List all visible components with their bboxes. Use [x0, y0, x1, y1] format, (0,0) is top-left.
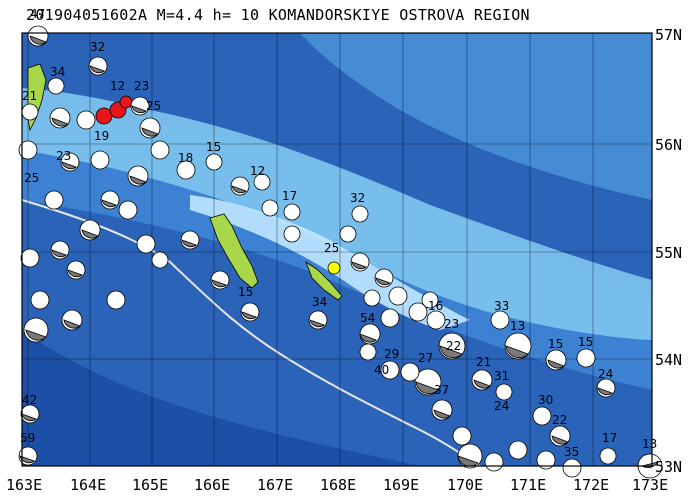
event-label: 40	[374, 363, 389, 377]
map-frame	[21, 32, 653, 467]
event-label: 21	[476, 355, 491, 369]
event-label: 15	[238, 285, 253, 299]
event-label: 35	[564, 445, 579, 459]
event-labels: 47 34 32 23 12 25 21 19 23 18 15 12 17 3…	[20, 7, 657, 459]
highlight-events	[95, 95, 133, 125]
lat-label: 54N	[655, 351, 683, 369]
event-label: 25	[24, 171, 39, 185]
lon-label: 168E	[320, 476, 357, 494]
event-label: 25	[146, 99, 161, 113]
event-label: 15	[206, 140, 221, 154]
event-label: 17	[282, 189, 297, 203]
event-label: 13	[510, 319, 525, 333]
lon-label: 169E	[383, 476, 420, 494]
event-label: 33	[494, 299, 509, 313]
lat-label: 53N	[655, 458, 683, 476]
event-label: 21	[22, 89, 37, 103]
event-label: 37	[434, 383, 449, 397]
lon-label: 171E	[510, 476, 547, 494]
lon-label: 172E	[573, 476, 610, 494]
medny-island	[305, 260, 343, 301]
abyssal-plain	[22, 330, 420, 466]
lon-label: 165E	[132, 476, 169, 494]
event-symbols	[18, 25, 663, 479]
event-label: 59	[20, 431, 35, 445]
event-label: 23	[444, 317, 459, 331]
event-label: 47	[30, 7, 45, 21]
lon-label: 167E	[257, 476, 294, 494]
event-label: 32	[350, 191, 365, 205]
event-label: 42	[22, 393, 37, 407]
event-label: 22	[446, 339, 461, 353]
lat-label: 57N	[655, 26, 683, 44]
lon-label: 164E	[70, 476, 107, 494]
lon-label: 163E	[6, 476, 43, 494]
event-label: 15	[548, 337, 563, 351]
lon-label: 170E	[447, 476, 484, 494]
event-label: 19	[94, 129, 109, 143]
lon-label: 173E	[632, 476, 669, 494]
event-label: 30	[538, 393, 553, 407]
event-label: 18	[178, 151, 193, 165]
event-label: 34	[50, 65, 65, 79]
event-label: 12	[250, 164, 265, 178]
lat-label: 56N	[655, 136, 683, 154]
event-label: 16	[428, 299, 443, 313]
event-label: 12	[110, 79, 125, 93]
event-label: 22	[552, 413, 567, 427]
event-label: 25	[324, 241, 339, 255]
event-label: 23	[56, 149, 71, 163]
trench-line	[21, 199, 481, 467]
shelf-shallow	[22, 88, 652, 340]
lon-label: 166E	[194, 476, 231, 494]
event-label: 17	[602, 431, 617, 445]
event-label: 24	[494, 399, 509, 413]
event-label: 29	[384, 347, 399, 361]
event-label: 13	[642, 437, 657, 451]
event-label: 24	[598, 367, 613, 381]
event-label: 54	[360, 311, 375, 325]
north-shelf	[300, 33, 652, 200]
lat-label: 55N	[655, 244, 683, 262]
bering-island	[209, 213, 259, 289]
map-title: 201904051602A M=4.4 h= 10 KOMANDORSKIYE …	[26, 6, 530, 24]
event-label: 32	[90, 40, 105, 54]
event-label: 31	[494, 369, 509, 383]
event-label: 15	[578, 335, 593, 349]
event-label: 34	[312, 295, 327, 309]
epicenter-marker	[327, 261, 341, 275]
event-label: 27	[418, 351, 433, 365]
event-label: 23	[134, 79, 149, 93]
